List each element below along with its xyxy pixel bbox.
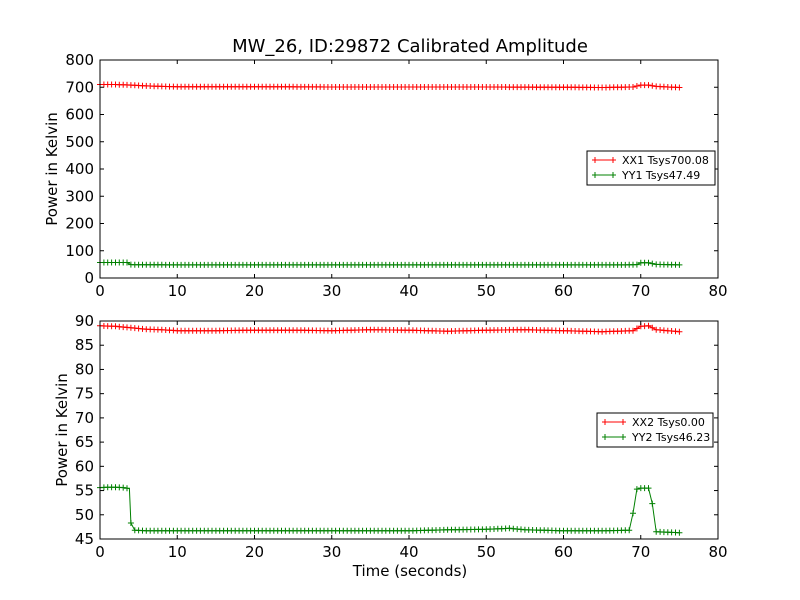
top-x-tick-label-1: 10	[168, 282, 187, 300]
bottom-series-1-marker-7	[124, 485, 130, 492]
top-series-1-marker-142	[645, 259, 652, 266]
bottom-series-1-marker-150	[676, 529, 683, 536]
bottom-legend-marker-0-1	[620, 419, 626, 425]
top-y-tick-label-2: 200	[65, 215, 94, 233]
bottom-y-axis-label: Power in Kelvin	[53, 373, 71, 487]
bottom-y-tick-label-0: 45	[75, 530, 94, 548]
top-x-tick-label-4: 40	[399, 282, 418, 300]
top-y-tick-label-6: 600	[65, 106, 94, 124]
top-series-1-marker-139	[633, 261, 640, 268]
top-x-tick-label-8: 80	[708, 282, 727, 300]
top-x-tick-label-6: 60	[554, 282, 573, 300]
bottom-series-1-marker-143	[649, 500, 656, 507]
top-series-1	[97, 259, 683, 268]
bottom-x-tick-label-4: 40	[399, 543, 418, 561]
top-legend: XX1 Tsys700.08 YY1 Tsys47.49	[586, 150, 716, 186]
bottom-legend-label-1: YY2 Tsys46.23	[631, 431, 710, 444]
top-plot: 0 10 20 30 40 50 60 70 8001002003004005006007008…	[65, 51, 727, 300]
bottom-series-0	[97, 322, 683, 335]
top-legend-box	[586, 150, 716, 186]
bottom-x-tick-label-0: 0	[95, 543, 105, 561]
bottom-y-tick-label-7: 80	[75, 360, 94, 378]
top-legend-marker-0-1	[610, 157, 616, 163]
top-y-tick-label-1: 100	[65, 242, 94, 260]
bottom-x-tick-label-7: 70	[631, 543, 650, 561]
bottom-legend-box	[596, 412, 714, 448]
bottom-legend: XX2 Tsys0.00 YY2 Tsys46.23	[596, 412, 714, 448]
bottom-x-tick-label-8: 80	[708, 543, 727, 561]
bottom-legend-marker-0-0	[602, 419, 608, 425]
bottom-series-0-marker-142	[645, 322, 652, 329]
bottom-series-1-marker-142	[645, 485, 652, 492]
bottom-y-tick-label-6: 75	[75, 385, 94, 403]
bottom-y-tick-label-1: 50	[75, 506, 94, 524]
top-x-tick-label-7: 70	[631, 282, 650, 300]
bottom-x-axis-label: Time (seconds)	[352, 562, 468, 580]
bottom-series-1-marker-138	[630, 510, 636, 517]
bottom-series-0-marker-138	[630, 327, 636, 334]
top-series-0-marker-138	[630, 84, 636, 90]
top-legend-marker-1-0	[592, 172, 598, 178]
bottom-series-1-marker-8	[127, 520, 134, 526]
top-y-tick-label-5: 500	[65, 133, 94, 151]
top-legend-marker-1-1	[610, 172, 616, 178]
bottom-series-0-marker-143	[649, 324, 656, 331]
bottom-legend-marker-1-0	[602, 434, 608, 440]
top-legend-marker-0-0	[592, 157, 598, 163]
top-y-tick-label-3: 300	[65, 187, 94, 205]
bottom-x-tick-label-3: 30	[322, 543, 341, 561]
top-y-tick-label-0: 0	[84, 269, 94, 287]
bottom-y-tick-label-8: 85	[75, 336, 94, 354]
top-legend-label-0: XX1 Tsys700.08	[622, 154, 709, 167]
bottom-series-0-marker-139	[633, 325, 640, 332]
top-x-tick-label-2: 20	[245, 282, 264, 300]
bottom-series-0-marker-150	[676, 328, 683, 335]
top-series-0	[97, 81, 683, 91]
chart-title: MW_26, ID:29872 Calibrated Amplitude	[232, 36, 588, 57]
bottom-series-1-marker-139	[633, 486, 640, 493]
bottom-y-tick-label-5: 70	[75, 409, 94, 427]
top-x-tick-label-0: 0	[95, 282, 105, 300]
bottom-legend-label-0: XX2 Tsys0.00	[632, 416, 705, 429]
top-series-0-marker-150	[676, 84, 683, 91]
bottom-y-tick-label-9: 90	[75, 312, 94, 330]
bottom-series-1-line	[99, 486, 680, 534]
bottom-y-tick-label-3: 60	[75, 457, 94, 475]
bottom-legend-marker-1-1	[620, 434, 626, 440]
top-x-tick-label-5: 50	[477, 282, 496, 300]
top-series-0-marker-142	[645, 82, 652, 89]
bottom-x-tick-label-2: 20	[245, 543, 264, 561]
top-y-tick-label-7: 700	[65, 78, 94, 96]
bottom-y-tick-label-2: 55	[75, 482, 94, 500]
top-y-tick-label-8: 800	[65, 51, 94, 69]
bottom-series-1-marker-6	[120, 484, 127, 491]
bottom-x-tick-label-5: 50	[477, 543, 496, 561]
bottom-y-tick-label-4: 65	[75, 433, 94, 451]
top-series-1-marker-150	[676, 261, 683, 268]
bottom-series-1-marker-137	[626, 527, 633, 534]
bottom-series-1	[97, 484, 683, 536]
bottom-x-tick-label-1: 10	[168, 543, 187, 561]
top-series-0-marker-139	[633, 83, 640, 89]
top-y-axis-label: Power in Kelvin	[43, 112, 61, 226]
top-series-0-marker-143	[649, 82, 656, 89]
top-legend-label-1: YY1 Tsys47.49	[621, 169, 700, 182]
top-x-tick-label-3: 30	[322, 282, 341, 300]
bottom-x-tick-label-6: 60	[554, 543, 573, 561]
bottom-plot: 0 10 20 30 40 50 60 70 80 45 50 55 60 65 70 75 80 85 90 XX2…	[75, 312, 728, 561]
top-series-1-marker-7	[124, 259, 130, 266]
top-y-tick-label-4: 400	[65, 160, 94, 178]
top-series-1-marker-143	[649, 260, 656, 267]
